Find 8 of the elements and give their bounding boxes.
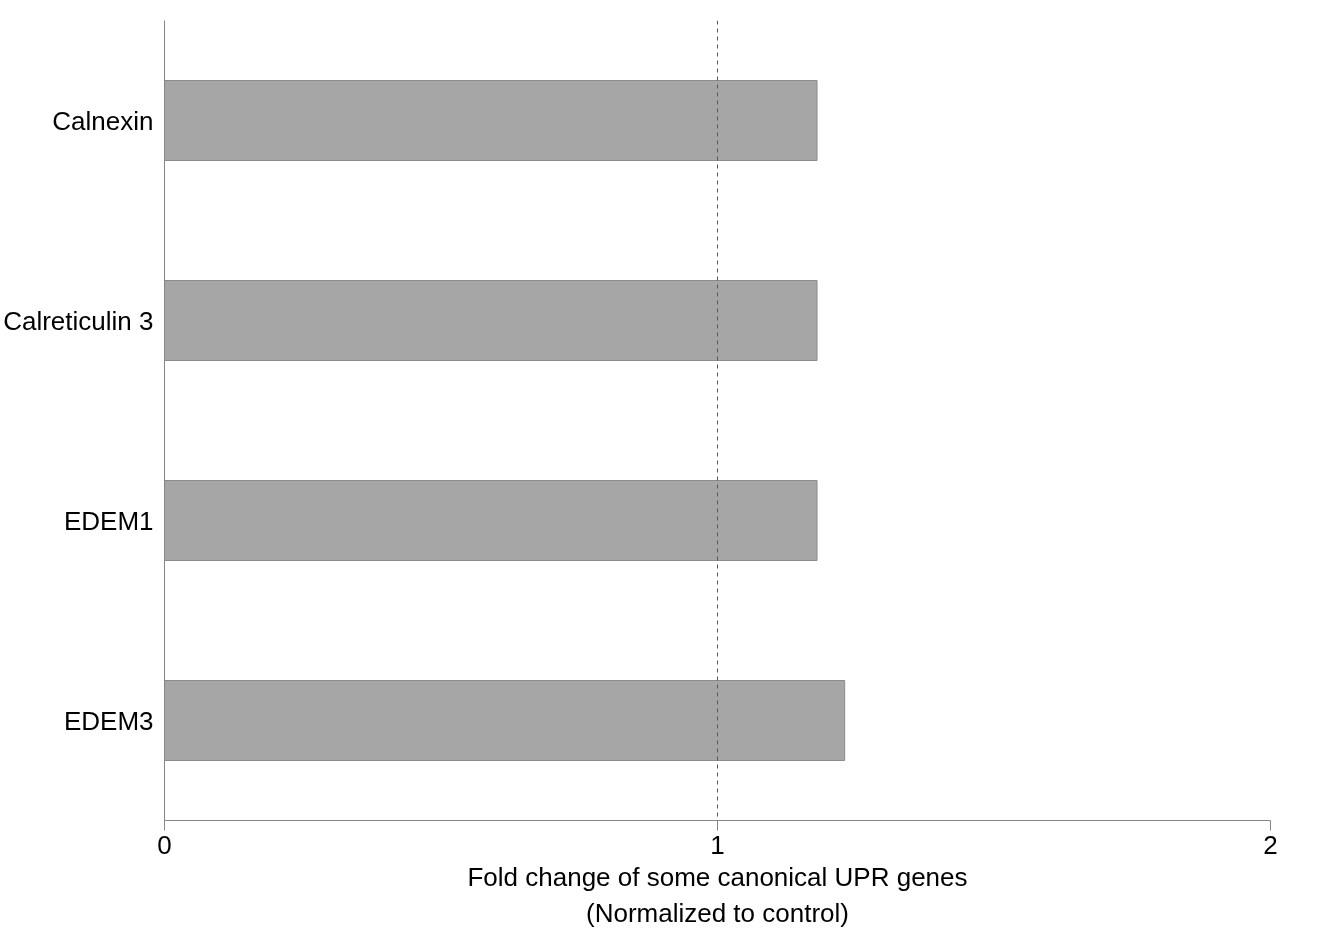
y-tick-label: EDEM3 bbox=[63, 705, 154, 736]
y-tick-label: Calnexin bbox=[52, 105, 154, 136]
y-tick-label: EDEM1 bbox=[63, 505, 154, 536]
y-tick-label: Calreticulin 3 bbox=[3, 305, 154, 336]
x-tick-label: 1 bbox=[710, 829, 725, 860]
x-tick-label: 0 bbox=[157, 829, 172, 860]
x-axis-title: Fold change of some canonical UPR genes (Normalized to control) bbox=[467, 861, 968, 928]
x-tick-label: 2 bbox=[1263, 829, 1278, 860]
